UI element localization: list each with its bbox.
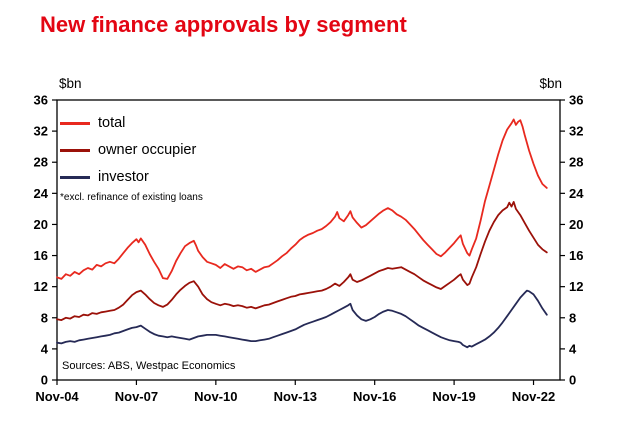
x-tick-label: Nov-16: [353, 389, 396, 404]
legend-label-total: total: [98, 115, 126, 132]
y-tick-label-right: 24: [569, 186, 584, 201]
y-tick-label-left: 16: [34, 248, 48, 263]
x-tick-label: Nov-19: [432, 389, 475, 404]
y-tick-label-right: 4: [569, 341, 577, 356]
legend-footnote: *excl. refinance of existing loans: [60, 192, 203, 203]
y-axis-unit-right: $bn: [539, 76, 562, 91]
chart-title: New finance approvals by segment: [40, 12, 407, 37]
y-tick-label-right: 8: [569, 310, 576, 325]
legend-label-owner-occupier: owner occupier: [98, 142, 197, 159]
y-tick-label-left: 32: [34, 124, 48, 139]
y-tick-label-right: 12: [569, 279, 583, 294]
series-line-total: [56, 118, 548, 280]
y-tick-label-right: 28: [569, 155, 583, 170]
y-tick-label-right: 16: [569, 248, 583, 263]
y-tick-label-left: 24: [34, 186, 49, 201]
x-tick-label: Nov-04: [35, 389, 79, 404]
legend-item-investor: investor: [60, 164, 203, 191]
legend-label-investor: investor: [98, 169, 149, 186]
source-note: Sources: ABS, Westpac Economics: [62, 360, 236, 372]
y-tick-label-right: 20: [569, 217, 583, 232]
legend-swatch-total: [60, 122, 90, 125]
y-tick-label-left: 28: [34, 155, 48, 170]
y-tick-label-left: 12: [34, 279, 48, 294]
x-tick-label: Nov-13: [274, 389, 317, 404]
y-tick-label-right: 36: [569, 93, 583, 108]
y-tick-label-left: 0: [41, 373, 48, 388]
x-tick-label: Nov-22: [512, 389, 555, 404]
plot-border: [56, 99, 561, 381]
y-axis-unit-left: $bn: [59, 76, 82, 91]
legend-swatch-owner-occupier: [60, 149, 90, 152]
y-tick-label-left: 36: [34, 93, 48, 108]
legend-item-total: total: [60, 110, 203, 137]
x-tick-label: Nov-07: [115, 389, 158, 404]
line-chart: 0 0 4 4 8 8 12 12 16 16 20 20 24 24 28 28 32 32 36 36 Nov-04…: [34, 76, 585, 404]
legend-swatch-investor: [60, 176, 90, 179]
y-tick-label-left: 4: [41, 341, 49, 356]
legend-item-owner-occupier: owner occupier: [60, 137, 203, 164]
y-tick-label-right: 0: [569, 373, 576, 388]
y-tick-label-right: 32: [569, 124, 583, 139]
x-tick-label: Nov-10: [194, 389, 237, 404]
chart-legend: total owner occupier investor *excl. ref…: [60, 110, 203, 203]
series-line-owner-occupier: [56, 200, 548, 322]
chart-area: 0 0 4 4 8 8 12 12 16 16 20 20 24 24 28 28 32 32 36 36 Nov-04…: [0, 60, 619, 430]
y-tick-label-left: 8: [41, 310, 48, 325]
y-tick-label-left: 20: [34, 217, 48, 232]
series-line-investor: [56, 289, 548, 349]
